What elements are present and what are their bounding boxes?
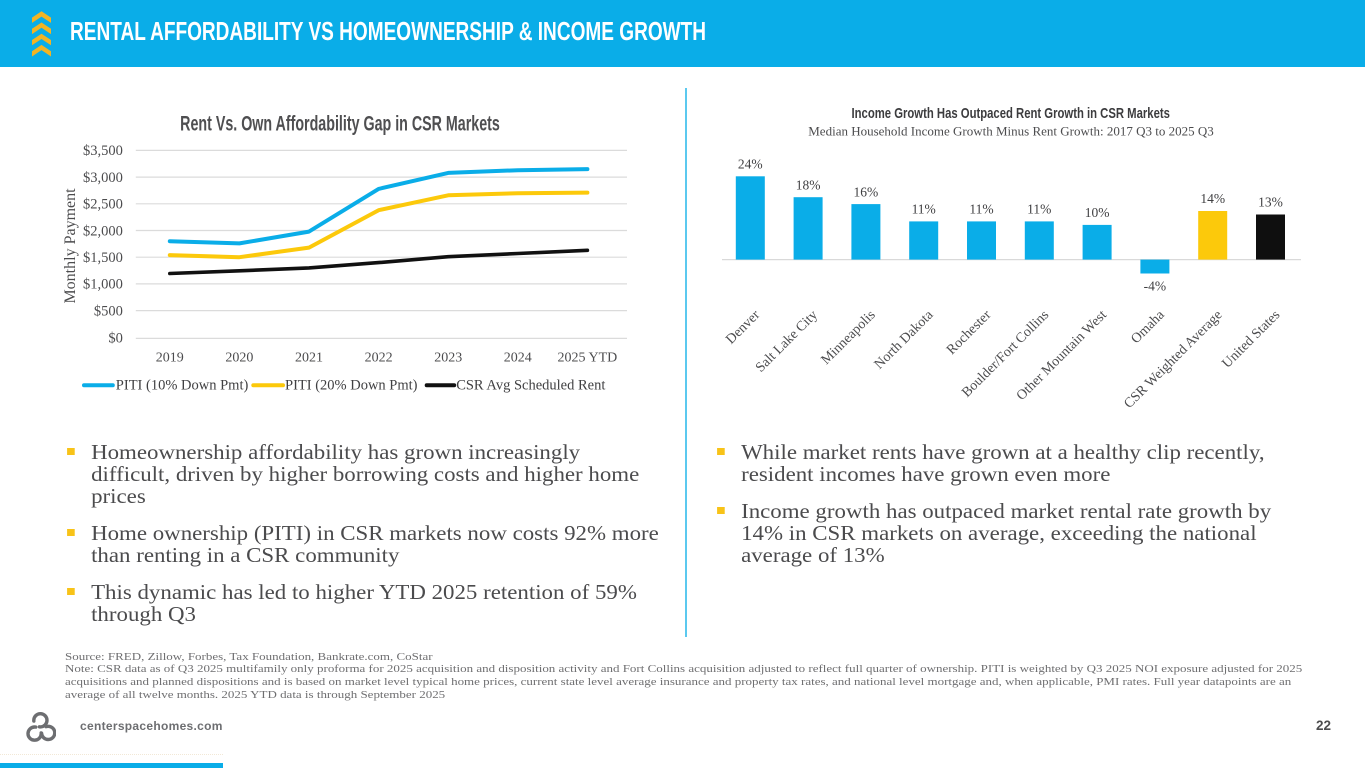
svg-text:-4%: -4% bbox=[1144, 279, 1167, 294]
svg-text:18%: 18% bbox=[796, 177, 821, 192]
svg-text:11%: 11% bbox=[1027, 202, 1051, 217]
svg-text:16%: 16% bbox=[854, 184, 879, 199]
svg-text:Denver: Denver bbox=[723, 307, 763, 347]
svg-text:United States: United States bbox=[1220, 308, 1284, 372]
svg-text:10%: 10% bbox=[1085, 205, 1110, 220]
svg-text:$3,000: $3,000 bbox=[83, 170, 123, 186]
svg-text:Salt Lake City: Salt Lake City bbox=[753, 308, 821, 376]
svg-text:2023: 2023 bbox=[434, 351, 462, 366]
svg-text:$1,000: $1,000 bbox=[83, 277, 123, 293]
svg-text:11%: 11% bbox=[969, 202, 993, 217]
svg-text:2025 YTD: 2025 YTD bbox=[558, 351, 618, 366]
svg-text:2020: 2020 bbox=[225, 351, 253, 366]
svg-text:Monthly Payment: Monthly Payment bbox=[62, 188, 79, 304]
svg-text:Minneapolis: Minneapolis bbox=[819, 308, 879, 368]
svg-text:$0: $0 bbox=[108, 330, 123, 346]
svg-text:2019: 2019 bbox=[156, 351, 184, 366]
svg-text:CSR Avg Scheduled Rent: CSR Avg Scheduled Rent bbox=[456, 378, 605, 394]
svg-text:2021: 2021 bbox=[295, 351, 323, 366]
svg-text:Rent Vs. Own Affordability Gap: Rent Vs. Own Affordability Gap in CSR Ma… bbox=[180, 110, 500, 135]
svg-text:$500: $500 bbox=[94, 303, 123, 319]
svg-text:14%: 14% bbox=[1200, 191, 1225, 206]
svg-text:$2,500: $2,500 bbox=[83, 197, 123, 213]
svg-text:Rochester: Rochester bbox=[944, 307, 994, 357]
svg-text:11%: 11% bbox=[912, 202, 936, 217]
svg-text:PITI (20% Down Pmt): PITI (20% Down Pmt) bbox=[285, 378, 418, 394]
svg-text:Omaha: Omaha bbox=[1129, 307, 1169, 347]
svg-text:PITI (10% Down Pmt): PITI (10% Down Pmt) bbox=[116, 378, 249, 394]
svg-text:North Dakota: North Dakota bbox=[872, 307, 937, 372]
svg-text:Income Growth Has Outpaced Ren: Income Growth Has Outpaced Rent Growth i… bbox=[851, 105, 1169, 122]
svg-text:CSR Weighted Average: CSR Weighted Average bbox=[1121, 308, 1225, 412]
svg-text:13%: 13% bbox=[1258, 195, 1283, 210]
svg-text:2024: 2024 bbox=[504, 351, 532, 366]
svg-text:$2,000: $2,000 bbox=[83, 223, 123, 239]
svg-text:24%: 24% bbox=[738, 157, 763, 172]
svg-text:2022: 2022 bbox=[365, 351, 393, 366]
svg-text:$1,500: $1,500 bbox=[83, 250, 123, 266]
svg-text:$3,500: $3,500 bbox=[83, 143, 123, 159]
svg-text:Median Household Income Growth: Median Household Income Growth Minus Ren… bbox=[808, 123, 1214, 138]
